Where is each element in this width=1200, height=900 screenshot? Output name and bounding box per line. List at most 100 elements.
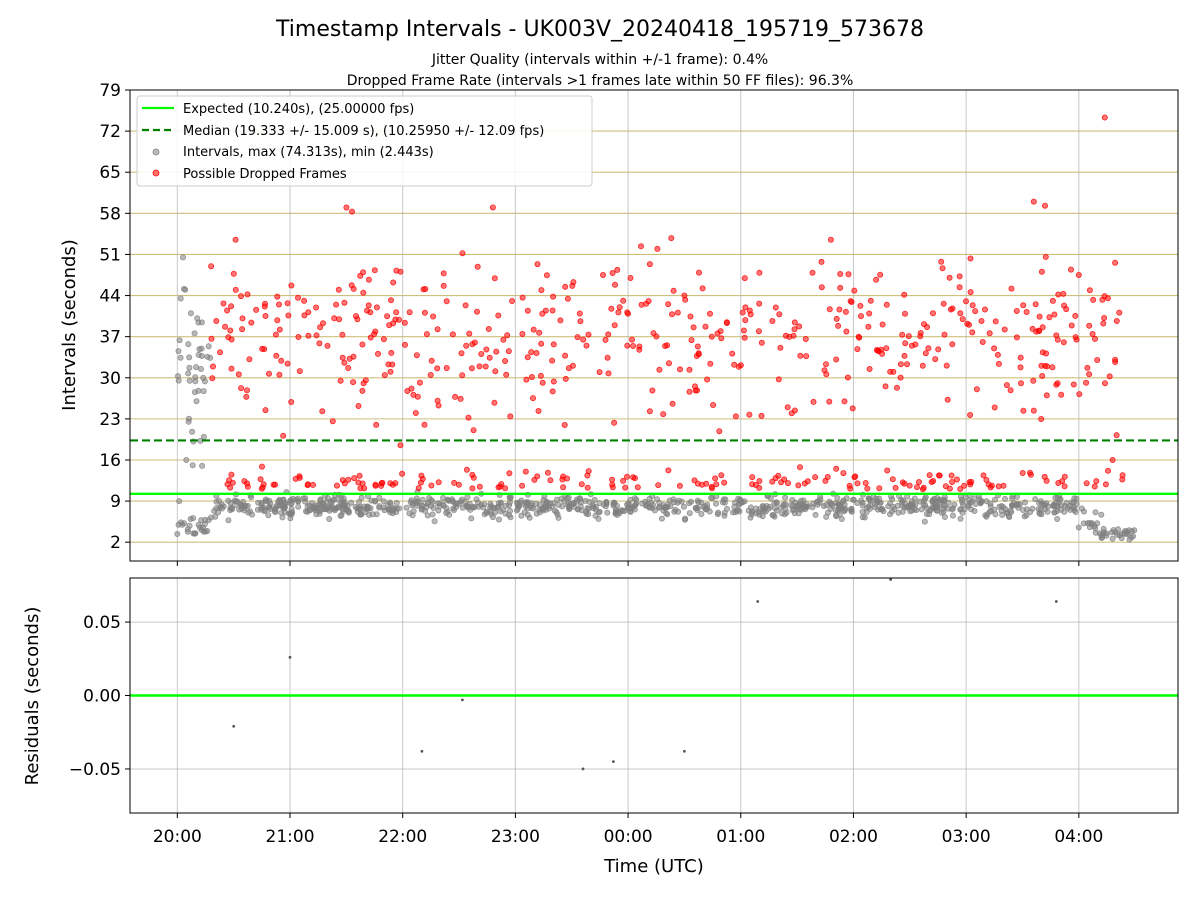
interval-point: [941, 494, 948, 501]
dropped-frame-point: [708, 333, 715, 340]
dropped-frame-point: [1091, 483, 1098, 490]
dropped-frame-point: [890, 368, 897, 375]
dropped-frame-point: [559, 476, 566, 483]
dropped-frame-point: [669, 311, 676, 318]
dropped-frame-point: [455, 481, 462, 488]
interval-point: [435, 507, 442, 514]
interval-point: [865, 495, 872, 502]
dropped-frame-point: [769, 478, 776, 485]
interval-point: [576, 495, 583, 502]
dropped-frame-point: [605, 370, 612, 377]
dropped-frame-point: [665, 467, 672, 474]
dropped-frame-point: [463, 466, 470, 473]
dropped-frame-point: [1000, 482, 1007, 489]
dropped-frame-point: [350, 379, 357, 386]
interval-point: [1023, 512, 1030, 519]
dropped-frame-point: [1094, 356, 1101, 363]
dropped-frame-point: [818, 258, 825, 265]
dropped-frame-point: [948, 472, 955, 479]
bottom-ticks: −0.05 0.00 0.05 20:00 21:00 22:00 23:00 00:00 01…: [69, 613, 1103, 847]
interval-point: [1061, 508, 1068, 515]
dropped-frame-point: [614, 266, 621, 273]
dropped-frame-point: [485, 325, 492, 332]
top-ytick-label: 79: [99, 81, 121, 101]
interval-point: [674, 499, 681, 506]
interval-point: [767, 495, 774, 502]
interval-point: [357, 510, 364, 517]
interval-point: [348, 499, 355, 506]
dropped-frame-point: [339, 354, 346, 361]
dropped-frame-point: [459, 250, 466, 257]
interval-point: [1078, 505, 1085, 512]
dropped-frame-point: [653, 333, 660, 340]
dropped-frame-point: [220, 300, 227, 307]
dropped-frame-point: [669, 400, 676, 407]
interval-point: [376, 494, 383, 501]
dropped-frame-point: [301, 312, 308, 319]
dropped-frame-point: [857, 302, 864, 309]
dropped-frame-point: [995, 360, 1002, 367]
interval-point: [217, 503, 224, 510]
dropped-frame-point: [692, 387, 699, 394]
dropped-frame-point: [258, 463, 265, 470]
dropped-frame-point: [797, 464, 804, 471]
dropped-frame-point: [534, 473, 541, 480]
dropped-frame-point: [902, 340, 909, 347]
interval-point: [191, 389, 198, 396]
interval-point: [671, 508, 678, 515]
dropped-frame-point: [844, 374, 851, 381]
dropped-frame-point: [1055, 291, 1062, 298]
interval-point: [184, 526, 191, 533]
dropped-frame-point: [699, 481, 706, 488]
dropped-frame-point: [818, 284, 825, 291]
interval-point: [201, 521, 208, 528]
dropped-frame-point: [668, 235, 675, 242]
top-ytick-label: 9: [110, 492, 121, 512]
dropped-frame-point: [371, 331, 378, 338]
dropped-frame-point: [519, 294, 526, 301]
interval-point: [373, 511, 380, 518]
interval-point: [891, 506, 898, 513]
xlabel: Time (UTC): [603, 856, 704, 877]
dropped-frame-point: [670, 287, 677, 294]
dropped-frame-point: [497, 483, 504, 490]
dropped-frame-point: [415, 485, 422, 492]
dropped-frame-point: [1089, 330, 1096, 337]
interval-point: [957, 515, 964, 522]
dropped-frame-point: [288, 398, 295, 405]
dropped-frame-point: [630, 342, 637, 349]
top-ticks: 2 9 16 23 30 37 44 51 58 65 72 79: [99, 81, 1080, 566]
dropped-frame-point: [503, 371, 510, 378]
dropped-frame-point: [500, 336, 507, 343]
interval-point: [850, 496, 857, 503]
interval-point: [592, 512, 599, 519]
dropped-frame-point: [849, 405, 856, 412]
dropped-frame-point: [964, 320, 971, 327]
interval-point: [191, 330, 198, 337]
dropped-frame-point: [686, 366, 693, 373]
dropped-frame-point: [707, 310, 714, 317]
dropped-frame-point: [620, 477, 627, 484]
interval-point: [656, 499, 663, 506]
interval-point: [885, 503, 892, 510]
interval-point: [372, 498, 379, 505]
dropped-frame-point: [968, 478, 975, 485]
residual-point: [288, 655, 292, 659]
dropped-frame-point: [270, 481, 277, 488]
dropped-frame-point: [1008, 285, 1015, 292]
dropped-frame-point: [502, 357, 509, 364]
dropped-frame-point: [243, 393, 250, 400]
interval-point: [175, 521, 182, 528]
xtick-label: 04:00: [1054, 827, 1103, 847]
dropped-frame-point: [946, 485, 953, 492]
interval-point: [487, 508, 494, 515]
dropped-frame-point: [979, 338, 986, 345]
dropped-frame-point: [265, 370, 272, 377]
interval-point: [430, 504, 437, 511]
interval-point: [859, 514, 866, 521]
dropped-frame-point: [972, 308, 979, 315]
dropped-frame-point: [557, 317, 564, 324]
dropped-frame-point: [810, 398, 817, 405]
dropped-frame-point: [646, 408, 653, 415]
dropped-frame-point: [225, 334, 232, 341]
